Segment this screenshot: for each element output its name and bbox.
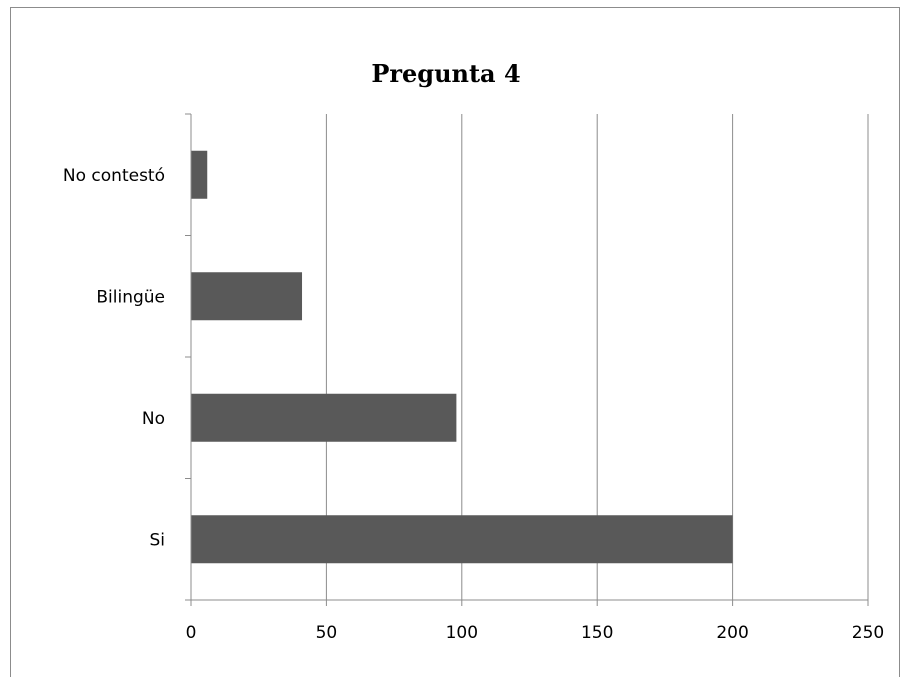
x-tick-label: 100 <box>446 623 478 643</box>
axes <box>185 113 869 606</box>
y-category-label: No contestó <box>63 166 165 186</box>
x-tick-label: 250 <box>852 623 884 643</box>
y-category-label: No <box>142 409 165 429</box>
x-tick-label: 50 <box>316 623 338 643</box>
x-tick-label: 0 <box>186 623 197 643</box>
bar <box>191 150 208 199</box>
bars <box>191 150 733 564</box>
y-category-label: Si <box>149 530 165 550</box>
bar <box>191 515 733 564</box>
chart-frame <box>10 7 900 677</box>
chart-title: Pregunta 4 <box>371 59 520 88</box>
x-tick-label: 200 <box>716 623 748 643</box>
y-category-label: Bilingüe <box>96 287 165 307</box>
bar <box>191 393 457 442</box>
x-tick-label: 150 <box>581 623 613 643</box>
axis-labels: 0 50 100 150 200 250 Si No Bilingüe No contestó <box>63 166 884 643</box>
bar <box>191 272 303 321</box>
